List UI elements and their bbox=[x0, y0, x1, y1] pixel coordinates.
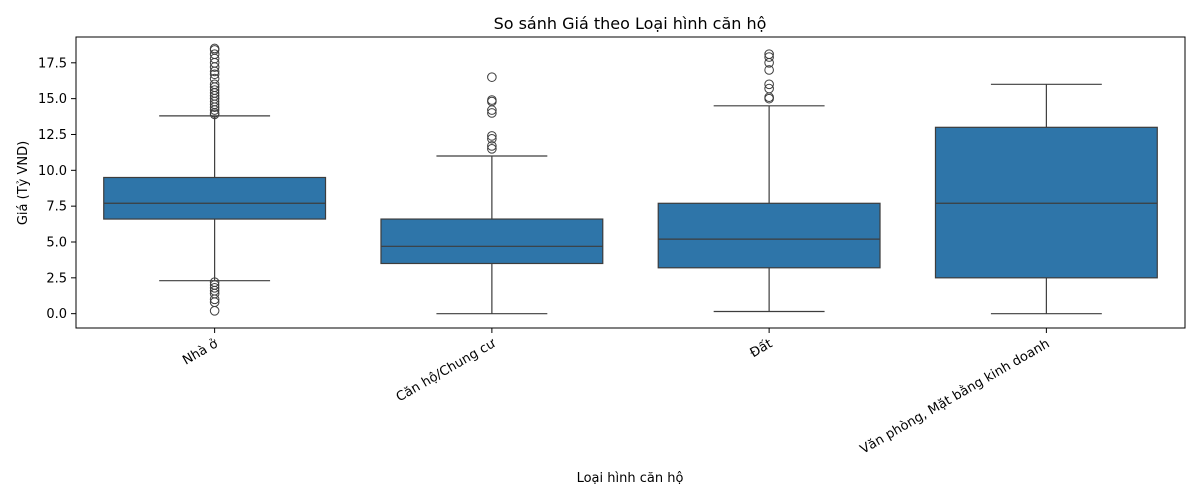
outlier-point bbox=[209, 305, 220, 316]
box bbox=[934, 126, 1158, 279]
outlier-point bbox=[764, 49, 774, 60]
y-axis-label: Giá (Tỷ VND) bbox=[16, 141, 31, 225]
y-tick-label: 15.0 bbox=[38, 92, 67, 107]
x-axis-label: Loại hình căn hộ bbox=[577, 471, 684, 486]
x-tick-label: Đất bbox=[748, 336, 776, 361]
outlier-point bbox=[209, 49, 220, 60]
y-tick-label: 2.5 bbox=[46, 271, 67, 286]
outlier-point bbox=[209, 277, 220, 287]
y-tick-label: 17.5 bbox=[38, 56, 67, 71]
outlier-point bbox=[764, 83, 774, 94]
outlier-point bbox=[209, 283, 220, 293]
outlier-point bbox=[487, 131, 497, 141]
chart-title: So sánh Giá theo Loại hình căn hộ bbox=[494, 14, 767, 33]
y-tick-label: 10.0 bbox=[38, 164, 67, 179]
outlier-point bbox=[487, 141, 497, 151]
outlier-point bbox=[209, 85, 220, 95]
x-tick-label: Văn phòng, Mặt bằng kinh doanh bbox=[858, 336, 1053, 457]
box bbox=[380, 218, 604, 265]
y-tick-label: 12.5 bbox=[38, 128, 67, 143]
y-tick-label: 0.0 bbox=[46, 307, 67, 322]
x-tick-label: Căn hộ/Chung cư bbox=[394, 336, 499, 405]
y-tick-label: 7.5 bbox=[46, 200, 67, 215]
plot-frame bbox=[75, 36, 1186, 329]
y-tick-label: 5.0 bbox=[46, 235, 67, 250]
outlier-point bbox=[487, 108, 497, 118]
outlier-point bbox=[209, 79, 220, 90]
outlier-point bbox=[764, 52, 774, 62]
x-tick-label: Nhà ở bbox=[180, 336, 220, 368]
outlier-point bbox=[487, 144, 497, 154]
outlier-point bbox=[209, 69, 220, 80]
outlier-point bbox=[764, 79, 774, 90]
outlier-point bbox=[487, 95, 497, 105]
outlier-point bbox=[487, 133, 497, 144]
box bbox=[657, 202, 881, 269]
outlier-point bbox=[209, 73, 220, 84]
box bbox=[103, 176, 327, 220]
outlier-point bbox=[209, 43, 220, 54]
outlier-point bbox=[764, 65, 774, 75]
plot-area bbox=[103, 43, 1158, 316]
outlier-point bbox=[209, 280, 220, 290]
outlier-point bbox=[487, 72, 497, 82]
